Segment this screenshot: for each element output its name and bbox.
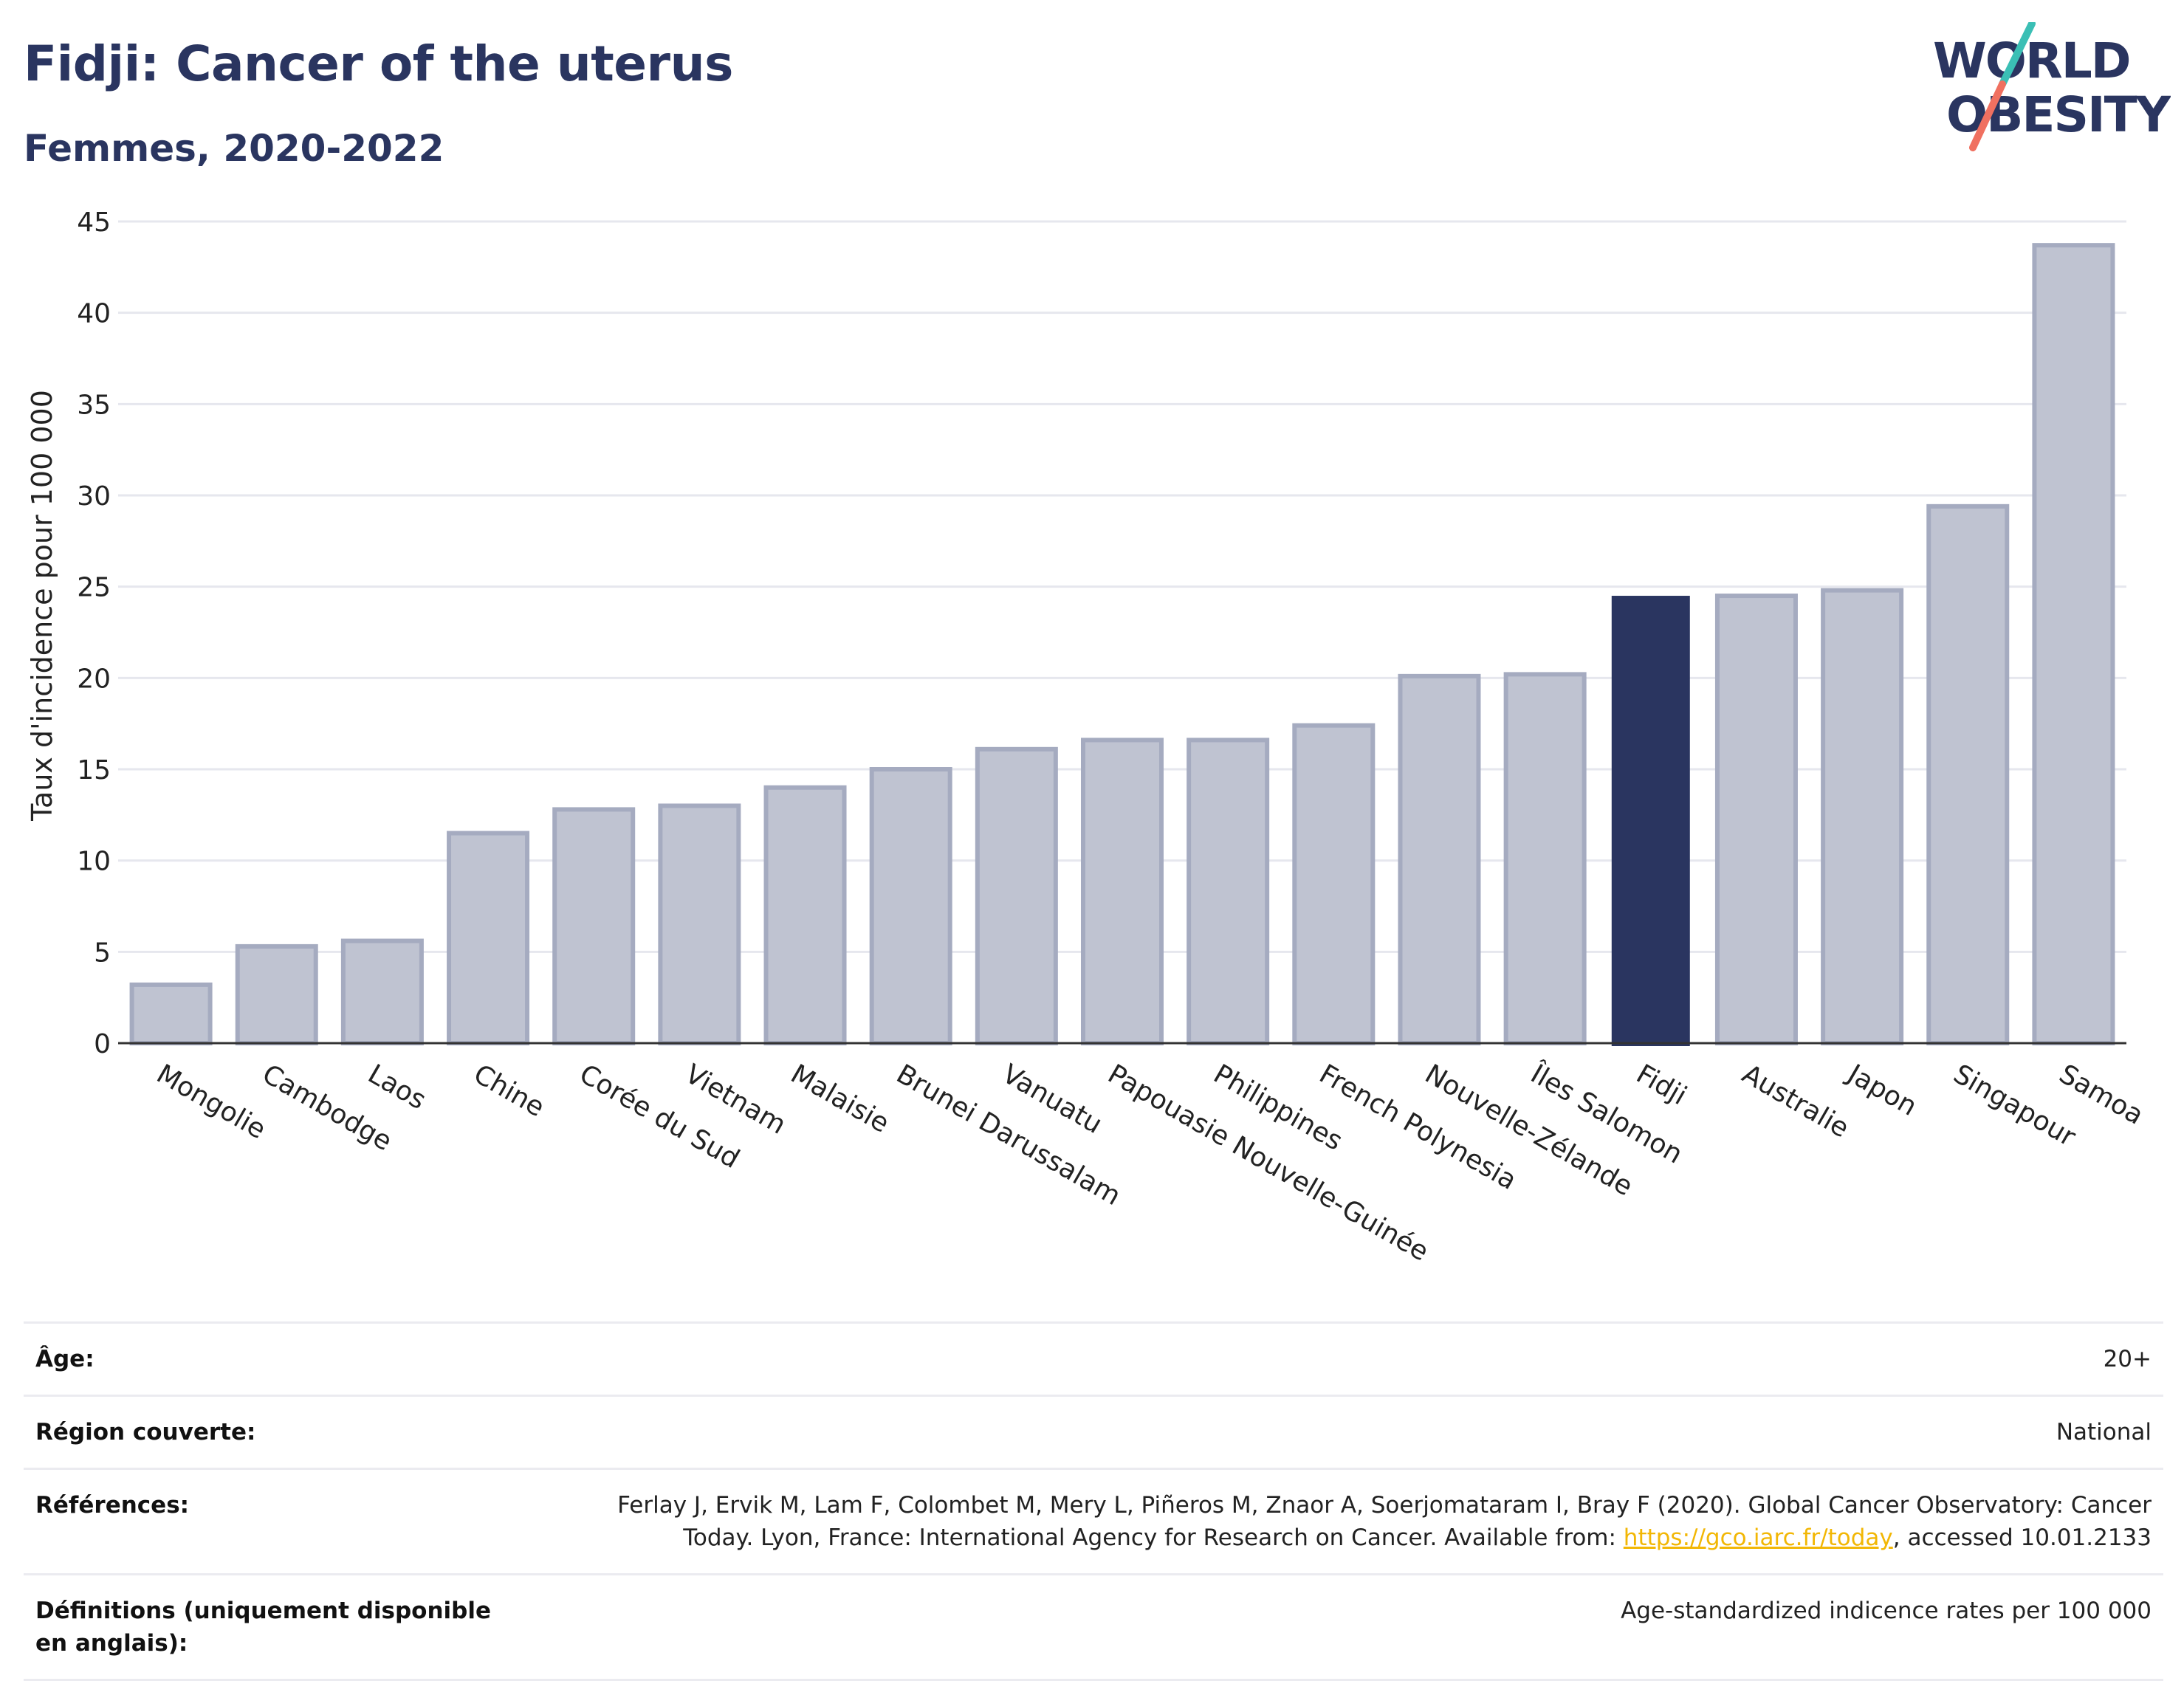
bar-french-polynesia — [1292, 723, 1376, 1045]
y-tick-label: 35 — [77, 390, 111, 420]
x-tick-label: Malaisie — [786, 1059, 894, 1139]
bar-singapour — [1926, 503, 2010, 1045]
x-tick-label: Fidji — [1631, 1059, 1692, 1111]
bar-australie — [1714, 594, 1798, 1045]
world-obesity-logo: WORLD OBESITY — [1933, 22, 2171, 151]
x-tick-label: Chine — [469, 1059, 550, 1123]
definitions-label: Définitions (uniquement disponible en an… — [35, 1598, 492, 1657]
bar-philippines — [1187, 738, 1270, 1046]
bar-nouvelle-zélande — [1398, 673, 1481, 1045]
bar-malaisie — [763, 785, 847, 1045]
region-value: National — [2056, 1419, 2152, 1445]
bar-chine — [447, 831, 530, 1045]
page-subtitle: Femmes, 2020-2022 — [24, 127, 444, 170]
bar-papouasie-nouvelle-guinée — [1081, 738, 1164, 1046]
x-tick-label: Mongolie — [151, 1059, 271, 1145]
metadata-table: Âge: 20+ Région couverte: National Référ… — [24, 1321, 2163, 1681]
bar-samoa — [2032, 243, 2115, 1045]
y-tick-label: 15 — [77, 755, 111, 786]
meta-row-definitions: Définitions (uniquement disponible en an… — [24, 1573, 2163, 1681]
bar-îles-salomon — [1503, 672, 1587, 1045]
y-tick-label: 0 — [94, 1029, 111, 1059]
bar-laos — [340, 938, 424, 1045]
logo-slash-teal — [1999, 22, 2036, 88]
y-axis-label: Taux d'incidence pour 100 000 — [26, 390, 58, 822]
references-accessed: , accessed 10.01.2133 — [1892, 1524, 2152, 1551]
bar-vanuatu — [975, 746, 1058, 1045]
references-value: Ferlay J, Ervik M, Lam F, Colombet M, Me… — [601, 1489, 2152, 1554]
y-tick-label: 5 — [94, 938, 111, 968]
x-tick-label: French Polynesia — [1314, 1059, 1522, 1196]
age-value: 20+ — [2103, 1346, 2152, 1372]
references-link[interactable]: https://gco.iarc.fr/today — [1623, 1524, 1893, 1551]
y-tick-label: 40 — [77, 299, 111, 329]
y-tick-label: 45 — [77, 207, 111, 238]
y-tick-labels: 0 5 10 15 20 25 30 35 40 45 — [77, 207, 111, 1059]
references-text: Ferlay J, Ervik M, Lam F, Colombet M, Me… — [617, 1492, 2152, 1551]
y-tick-label: 10 — [77, 847, 111, 877]
y-tick-label: 20 — [77, 664, 111, 694]
bar-brunei-darussalam — [869, 767, 952, 1045]
bar-cambodge — [235, 943, 318, 1045]
logo-slash-coral — [1969, 80, 2006, 151]
bar-fidji — [1611, 596, 1690, 1046]
bar-japon — [1821, 588, 1904, 1045]
y-tick-label: 30 — [77, 481, 111, 512]
age-label: Âge: — [35, 1346, 95, 1372]
definitions-value: Age-standardized indicence rates per 100… — [1621, 1598, 2152, 1624]
bar-mongolie — [129, 982, 213, 1046]
bar-corée-du-sud — [552, 807, 636, 1045]
meta-row-references: Références: Ferlay J, Ervik M, Lam F, Co… — [24, 1468, 2163, 1573]
x-tick-label: Japon — [1841, 1058, 1922, 1122]
x-tick-label: Laos — [363, 1059, 430, 1115]
x-tick-label: Australie — [1737, 1059, 1853, 1144]
logo-line2: OBESITY — [1946, 86, 2171, 143]
region-label: Région couverte: — [35, 1419, 256, 1445]
logo-line1: WORLD — [1933, 32, 2130, 89]
y-tick-label: 25 — [77, 573, 111, 603]
bars — [129, 243, 2115, 1046]
references-label: Références: — [35, 1492, 190, 1519]
page-title: Fidji: Cancer of the uterus — [24, 35, 733, 92]
meta-row-region: Région couverte: National — [24, 1395, 2163, 1468]
bar-vietnam — [658, 803, 741, 1045]
meta-row-age: Âge: 20+ — [24, 1321, 2163, 1395]
